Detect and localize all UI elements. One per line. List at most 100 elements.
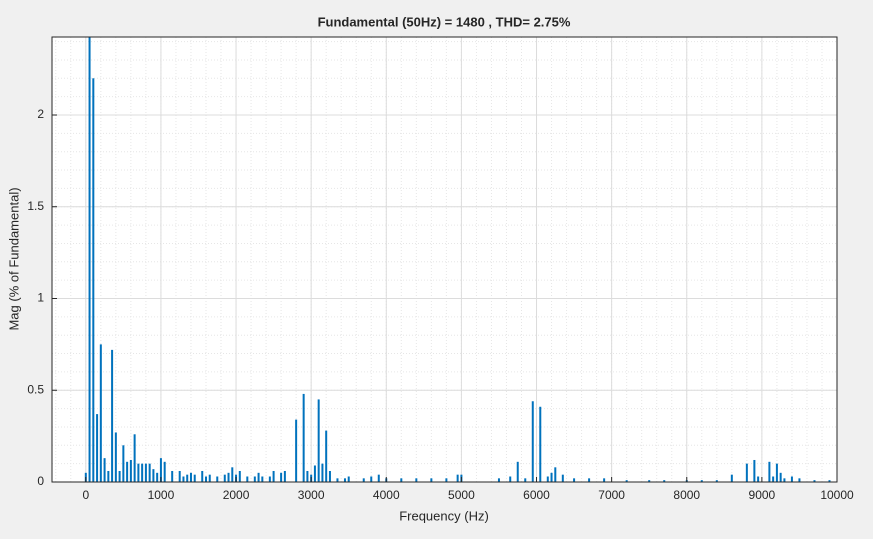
bar [347, 476, 350, 482]
bar [118, 470, 121, 482]
bar [715, 480, 718, 482]
bar [550, 472, 553, 482]
bar [768, 461, 771, 482]
bar [231, 467, 234, 482]
bar [99, 344, 102, 482]
bar [730, 474, 733, 482]
x-tick-label: 6000 [523, 488, 550, 502]
bar [828, 480, 831, 482]
bar [193, 474, 196, 482]
bar [753, 459, 756, 482]
x-tick-label: 7000 [598, 488, 625, 502]
bar [111, 349, 114, 482]
bars [84, 37, 831, 482]
bar [603, 478, 606, 482]
bar [573, 478, 576, 482]
bar [663, 480, 666, 482]
bar [306, 470, 309, 482]
bar [246, 476, 249, 482]
bar [325, 430, 328, 482]
axes-box [51, 36, 838, 483]
bar [700, 480, 703, 482]
bar [283, 470, 286, 482]
x-tick-label: 8000 [673, 488, 700, 502]
bar [280, 472, 283, 482]
bar [133, 434, 136, 482]
bar [745, 463, 748, 482]
bar [775, 463, 778, 482]
bar [129, 459, 132, 482]
bar [257, 472, 260, 482]
bar [509, 476, 512, 482]
x-tick-label: 9000 [749, 488, 776, 502]
bar [456, 474, 459, 482]
bar [524, 478, 527, 482]
bar [321, 463, 324, 482]
chart-title: Fundamental (50Hz) = 1480 , THD= 2.75% [318, 14, 571, 29]
bar [561, 474, 564, 482]
bar [757, 476, 760, 482]
x-tick-label: 5000 [448, 488, 475, 502]
bar [272, 470, 275, 482]
bar [201, 470, 204, 482]
bar [238, 470, 241, 482]
bar [163, 461, 166, 482]
bar [268, 476, 271, 482]
bar [328, 470, 331, 482]
y-tick-label: 2 [37, 107, 44, 121]
bar [445, 478, 448, 482]
bar [370, 476, 373, 482]
bar [216, 476, 219, 482]
bar [295, 419, 298, 482]
bar [103, 458, 106, 482]
bar [114, 432, 117, 482]
bar [96, 414, 99, 482]
bar [144, 463, 147, 482]
x-tick-label: 2000 [223, 488, 250, 502]
bar [137, 463, 140, 482]
y-tick-label: 0.5 [27, 382, 44, 396]
bar [343, 478, 346, 482]
bar [430, 478, 433, 482]
bar [227, 472, 230, 482]
bar [772, 476, 775, 482]
bar [336, 478, 339, 482]
x-tick-label: 3000 [298, 488, 325, 502]
bar [377, 474, 380, 482]
bar [152, 469, 155, 482]
x-tick-label: 4000 [373, 488, 400, 502]
bar [88, 37, 91, 482]
bar [539, 406, 542, 482]
bar [516, 461, 519, 482]
bar [107, 470, 110, 482]
y-axis-label: Mag (% of Fundamental) [6, 187, 21, 330]
bar [122, 445, 125, 482]
bar [813, 480, 816, 482]
bar [182, 476, 185, 482]
bar [779, 472, 782, 482]
bar [648, 480, 651, 482]
bar [92, 78, 95, 482]
bar [317, 399, 320, 482]
bar [159, 458, 162, 482]
bar [126, 461, 129, 482]
bar [148, 463, 151, 482]
bar [625, 480, 628, 482]
bar [783, 478, 786, 482]
bar [186, 474, 189, 482]
bar [588, 478, 591, 482]
y-tick-label: 0 [37, 474, 44, 488]
bar [497, 478, 500, 482]
x-tick-label: 0 [82, 488, 89, 502]
bar [223, 474, 226, 482]
bar [141, 463, 144, 482]
bar [253, 476, 256, 482]
bar [554, 467, 557, 482]
bar [362, 478, 365, 482]
bar [313, 465, 316, 482]
bar [798, 478, 801, 482]
y-tick-label: 1 [37, 291, 44, 305]
bar [546, 476, 549, 482]
